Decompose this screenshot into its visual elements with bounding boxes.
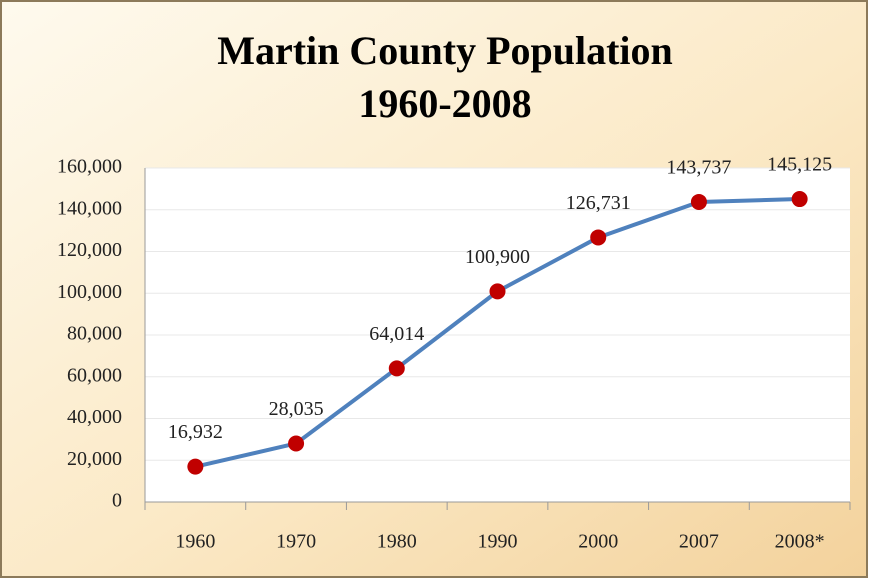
data-label: 28,035: [269, 398, 324, 420]
chart-title: Martin County Population: [217, 28, 673, 73]
y-tick-label: 40,000: [67, 406, 122, 428]
x-tick-label: 2000: [578, 531, 618, 553]
y-tick-label: 20,000: [67, 448, 122, 470]
marker: [791, 191, 808, 208]
marker: [690, 193, 707, 210]
y-tick-label: 140,000: [57, 197, 122, 219]
data-label: 100,900: [465, 246, 530, 268]
y-tick-label: 100,000: [57, 281, 122, 303]
x-tick-label: 1960: [175, 531, 215, 553]
chart-title: 1960-2008: [358, 81, 531, 126]
data-label: 145,125: [767, 154, 832, 176]
marker: [288, 435, 305, 452]
data-label: 143,737: [666, 157, 731, 179]
x-tick-label: 1970: [276, 531, 316, 553]
y-tick-label: 120,000: [57, 239, 122, 261]
marker: [489, 283, 506, 300]
x-tick-label: 1980: [377, 531, 417, 553]
x-tick-label: 2008*: [775, 531, 825, 553]
x-tick-label: 1990: [478, 531, 518, 553]
data-label: 16,932: [168, 421, 223, 443]
marker: [590, 229, 607, 246]
y-tick-label: 80,000: [67, 323, 122, 345]
marker: [187, 458, 204, 475]
y-tick-label: 0: [112, 490, 122, 512]
data-label: 64,014: [369, 323, 424, 345]
data-label: 126,731: [566, 192, 631, 214]
marker: [388, 360, 405, 377]
y-tick-label: 60,000: [67, 364, 122, 386]
x-tick-label: 2007: [679, 531, 719, 553]
y-tick-label: 160,000: [57, 156, 122, 178]
